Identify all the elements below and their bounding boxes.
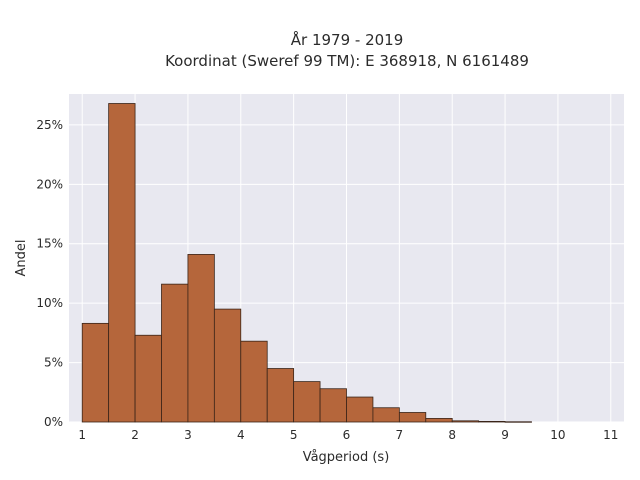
y-tick-label-4: 20% — [36, 177, 63, 191]
x-tick-label-10: 11 — [603, 428, 618, 442]
x-tick-label-4: 5 — [290, 428, 298, 442]
x-axis-title: Vågperiod (s) — [303, 450, 390, 465]
x-tick-label-8: 9 — [501, 428, 509, 442]
bar-2 — [134, 334, 162, 423]
x-axis-tick-labels: 1 2 3 4 5 6 7 8 9 10 11 — [78, 428, 618, 442]
bars — [81, 103, 532, 423]
chart-title-line-1: År 1979 - 2019 — [291, 30, 404, 49]
x-tick-label-3: 4 — [237, 428, 245, 442]
bar-11 — [372, 407, 400, 423]
bar-7 — [266, 368, 295, 423]
bar-5 — [213, 308, 242, 423]
bar-1 — [108, 103, 136, 423]
x-tick-label-2: 3 — [184, 428, 192, 442]
x-tick-label-7: 8 — [448, 428, 456, 442]
bar-6 — [240, 340, 268, 423]
x-tick-label-0: 1 — [78, 428, 86, 442]
bar-8 — [293, 381, 321, 423]
y-tick-label-0: 0% — [44, 415, 63, 429]
bar-13 — [425, 418, 453, 423]
y-tick-label-3: 15% — [36, 237, 63, 251]
y-axis-title: Andel — [14, 240, 29, 277]
x-tick-label-9: 10 — [550, 428, 565, 442]
bar-16 — [504, 421, 532, 423]
y-tick-label-1: 5% — [44, 356, 63, 370]
y-axis-tick-labels: 0% 5% 10% 15% 20% 25% — [36, 118, 63, 429]
y-tick-label-5: 25% — [36, 118, 63, 132]
bar-15 — [478, 421, 506, 423]
bar-9 — [319, 388, 347, 423]
x-tick-label-6: 7 — [396, 428, 404, 442]
bar-4 — [187, 254, 215, 423]
y-tick-label-2: 10% — [36, 296, 63, 310]
bar-10 — [346, 396, 374, 423]
chart-title: År 1979 - 2019 Koordinat (Sweref 99 TM):… — [165, 30, 529, 70]
bar-12 — [398, 412, 427, 423]
x-tick-label-1: 2 — [131, 428, 139, 442]
chart-title-line-2: Koordinat (Sweref 99 TM): E 368918, N 61… — [165, 52, 529, 70]
bar-0 — [81, 322, 110, 423]
grid-lines — [69, 94, 624, 423]
x-tick-label-5: 6 — [343, 428, 351, 442]
bar-14 — [451, 420, 480, 423]
bar-3 — [161, 283, 189, 423]
